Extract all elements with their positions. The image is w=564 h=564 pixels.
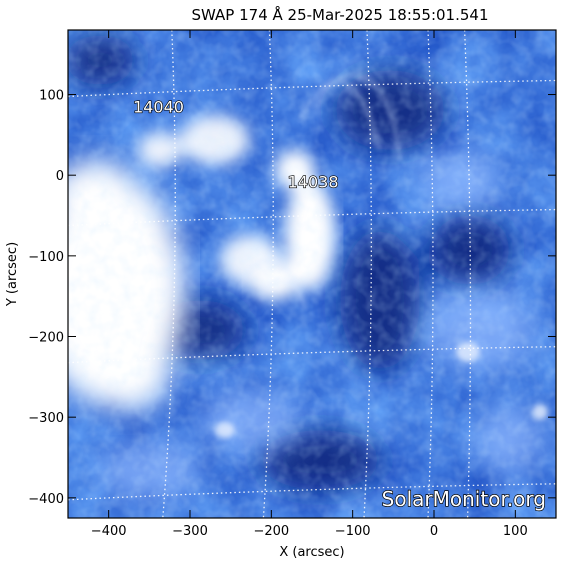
x-tick-label: −200 (253, 524, 289, 539)
grid-line (68, 346, 556, 364)
euv-image (68, 30, 556, 518)
x-tick-label: −300 (172, 524, 208, 539)
grid-line (363, 30, 372, 518)
watermark-text: SolarMonitor.org (382, 487, 546, 511)
grid-line (68, 208, 556, 227)
y-tick-label: −400 (28, 492, 64, 507)
grid-line (68, 483, 556, 501)
grid-line (463, 30, 472, 518)
coordinate-grid (68, 30, 556, 518)
y-tick-label: −300 (28, 411, 64, 426)
grid-line (68, 79, 556, 98)
y-tick-label: −200 (28, 331, 64, 346)
plot-frame (67, 29, 557, 519)
y-tick-label: 0 (56, 169, 64, 184)
x-tick-label: 0 (430, 524, 438, 539)
grid-line (427, 30, 434, 518)
figure-title: SWAP 174 Å 25-Mar-2025 18:55:01.541 (192, 5, 489, 24)
grid-line (162, 30, 176, 518)
y-tick-label: −100 (28, 250, 64, 265)
active-region-label: 14038 (288, 172, 339, 191)
x-axis-ticks: −400 −300 −200 −100 0 100 (91, 30, 528, 539)
y-axis-ticks: 100 0 −100 −200 −300 −400 (28, 89, 556, 507)
y-axis-label: Y (arcsec) (5, 242, 20, 307)
x-axis-label: X (arcsec) (279, 545, 344, 560)
region-labels: 14040 14038 (132, 97, 339, 192)
active-region-label: 14040 (133, 97, 184, 116)
x-tick-label: 100 (503, 524, 528, 539)
x-tick-label: −100 (335, 524, 371, 539)
x-tick-label: −400 (91, 524, 127, 539)
grid-line (262, 30, 274, 518)
y-tick-label: 100 (39, 89, 64, 104)
